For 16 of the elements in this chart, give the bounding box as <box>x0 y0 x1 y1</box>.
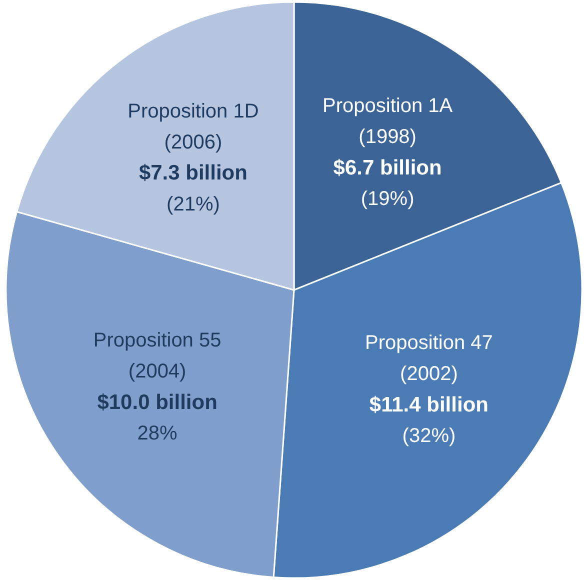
slice-label: Proposition 55 <box>93 330 222 352</box>
slice-label: Proposition 47 <box>365 332 493 354</box>
slice-label: Proposition 1A <box>322 95 454 118</box>
text: (1998) <box>358 126 416 148</box>
text: 28% <box>137 422 178 445</box>
slice-label: Proposition 1D <box>128 100 259 122</box>
text: (21%) <box>166 193 220 216</box>
text: (32%) <box>402 424 456 447</box>
data-label: $6.7 billion <box>333 156 442 180</box>
text: (2002) <box>400 362 458 385</box>
data-label: $10.0 billion <box>97 390 218 414</box>
data-label: $11.4 billion <box>369 393 488 416</box>
text: (2004) <box>128 360 186 383</box>
data-label: $7.3 billion <box>138 162 248 185</box>
text: (2006) <box>164 131 222 154</box>
text: (19%) <box>360 188 414 210</box>
